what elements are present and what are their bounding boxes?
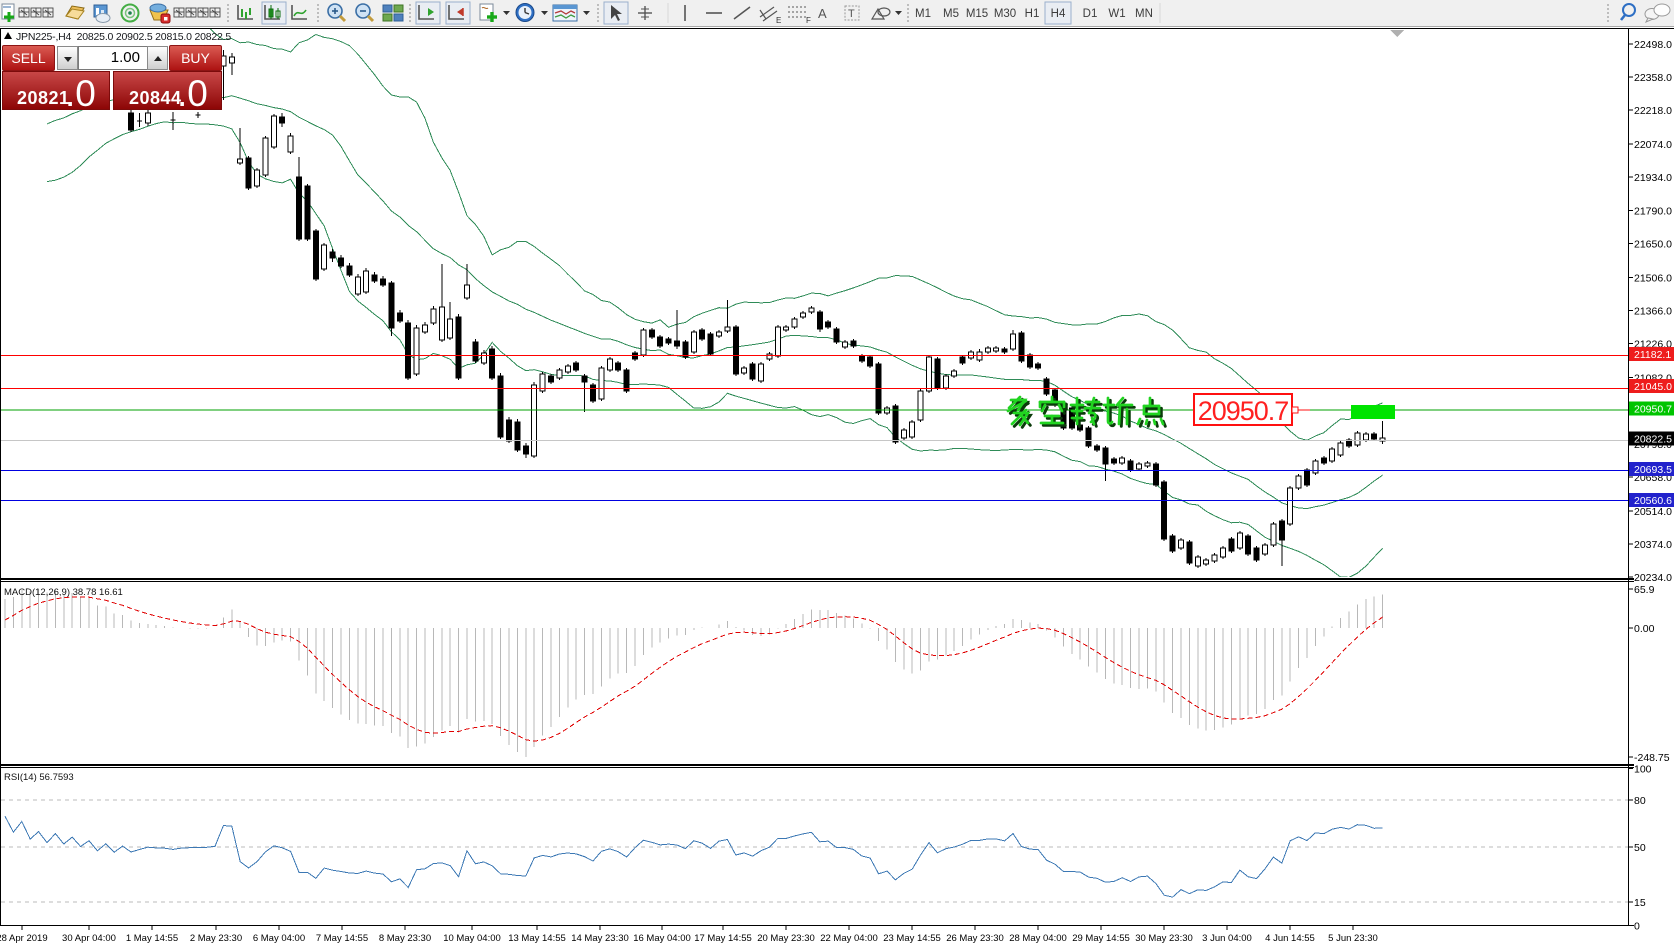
svg-text:22498.0: 22498.0 <box>1634 39 1672 51</box>
svg-text:15: 15 <box>1634 897 1646 909</box>
svg-text:0: 0 <box>1634 920 1640 932</box>
svg-text:MACD(12,26,9) 38.78 16.61: MACD(12,26,9) 38.78 16.61 <box>4 587 123 598</box>
svg-text:20560.6: 20560.6 <box>1634 495 1672 507</box>
svg-text:21650.0: 21650.0 <box>1634 239 1672 251</box>
svg-text:E: E <box>776 16 781 25</box>
svg-text:21790.0: 21790.0 <box>1634 206 1672 218</box>
svg-text:21366.0: 21366.0 <box>1634 306 1672 318</box>
svg-text:13 May 14:55: 13 May 14:55 <box>508 933 566 944</box>
svg-text:W1: W1 <box>1108 8 1125 20</box>
svg-text:21506.0: 21506.0 <box>1634 273 1672 285</box>
svg-text:6 May 04:00: 6 May 04:00 <box>253 933 305 944</box>
svg-text:23 May 14:55: 23 May 14:55 <box>883 933 941 944</box>
svg-text:M30: M30 <box>994 8 1016 20</box>
svg-text:H4: H4 <box>1051 8 1066 20</box>
svg-text:-248.75: -248.75 <box>1634 752 1670 764</box>
svg-text:H1: H1 <box>1025 8 1040 20</box>
svg-text:28 Apr 2019: 28 Apr 2019 <box>0 933 48 944</box>
svg-text:20950.7: 20950.7 <box>1634 403 1672 415</box>
svg-text:4 Jun 14:55: 4 Jun 14:55 <box>1265 933 1315 944</box>
svg-text:10 May 04:00: 10 May 04:00 <box>443 933 501 944</box>
svg-text:RSI(14) 56.7593: RSI(14) 56.7593 <box>4 772 74 783</box>
svg-text:8 May 23:30: 8 May 23:30 <box>379 933 431 944</box>
svg-text:2 May 23:30: 2 May 23:30 <box>190 933 242 944</box>
svg-text:0.00: 0.00 <box>1634 623 1655 635</box>
svg-text:80: 80 <box>1634 795 1646 807</box>
svg-text:20822.5: 20822.5 <box>1634 434 1672 446</box>
svg-text:22 May 04:00: 22 May 04:00 <box>820 933 878 944</box>
svg-text:21934.0: 21934.0 <box>1634 172 1672 184</box>
svg-text:D1: D1 <box>1083 8 1098 20</box>
svg-text:14 May 23:30: 14 May 23:30 <box>571 933 629 944</box>
svg-text:20950.7: 20950.7 <box>1198 396 1289 426</box>
svg-text:26 May 23:30: 26 May 23:30 <box>946 933 1004 944</box>
svg-text:MN: MN <box>1135 8 1153 20</box>
svg-text:20234.0: 20234.0 <box>1634 572 1672 584</box>
svg-text:M1: M1 <box>915 8 931 20</box>
svg-text:22074.0: 22074.0 <box>1634 139 1672 151</box>
svg-text:16 May 04:00: 16 May 04:00 <box>633 933 691 944</box>
svg-text:30 May 23:30: 30 May 23:30 <box>1135 933 1193 944</box>
svg-text:M15: M15 <box>966 8 988 20</box>
svg-text:F: F <box>806 16 811 25</box>
svg-text:5 Jun 23:30: 5 Jun 23:30 <box>1328 933 1378 944</box>
svg-text:20514.0: 20514.0 <box>1634 506 1672 518</box>
svg-text:28 May 04:00: 28 May 04:00 <box>1009 933 1067 944</box>
svg-text:20374.0: 20374.0 <box>1634 539 1672 551</box>
svg-text:100: 100 <box>1634 764 1652 776</box>
svg-text:3 Jun 04:00: 3 Jun 04:00 <box>1202 933 1252 944</box>
svg-text:21045.0: 21045.0 <box>1634 381 1672 393</box>
svg-text:1 May 14:55: 1 May 14:55 <box>126 933 178 944</box>
svg-text:20 May 23:30: 20 May 23:30 <box>757 933 815 944</box>
svg-text:30 Apr 04:00: 30 Apr 04:00 <box>62 933 116 944</box>
svg-text:20693.5: 20693.5 <box>1634 464 1672 476</box>
svg-text:22218.0: 22218.0 <box>1634 105 1672 117</box>
svg-text:7 May 14:55: 7 May 14:55 <box>316 933 368 944</box>
svg-text:29 May 14:55: 29 May 14:55 <box>1072 933 1130 944</box>
svg-text:17 May 14:55: 17 May 14:55 <box>694 933 752 944</box>
svg-text:65.9: 65.9 <box>1634 584 1655 596</box>
svg-text:M5: M5 <box>943 8 959 20</box>
svg-text:T: T <box>848 8 855 20</box>
svg-text:50: 50 <box>1634 842 1646 854</box>
svg-text:21182.1: 21182.1 <box>1634 349 1671 361</box>
svg-text:22358.0: 22358.0 <box>1634 72 1672 84</box>
svg-text:A: A <box>818 6 827 21</box>
